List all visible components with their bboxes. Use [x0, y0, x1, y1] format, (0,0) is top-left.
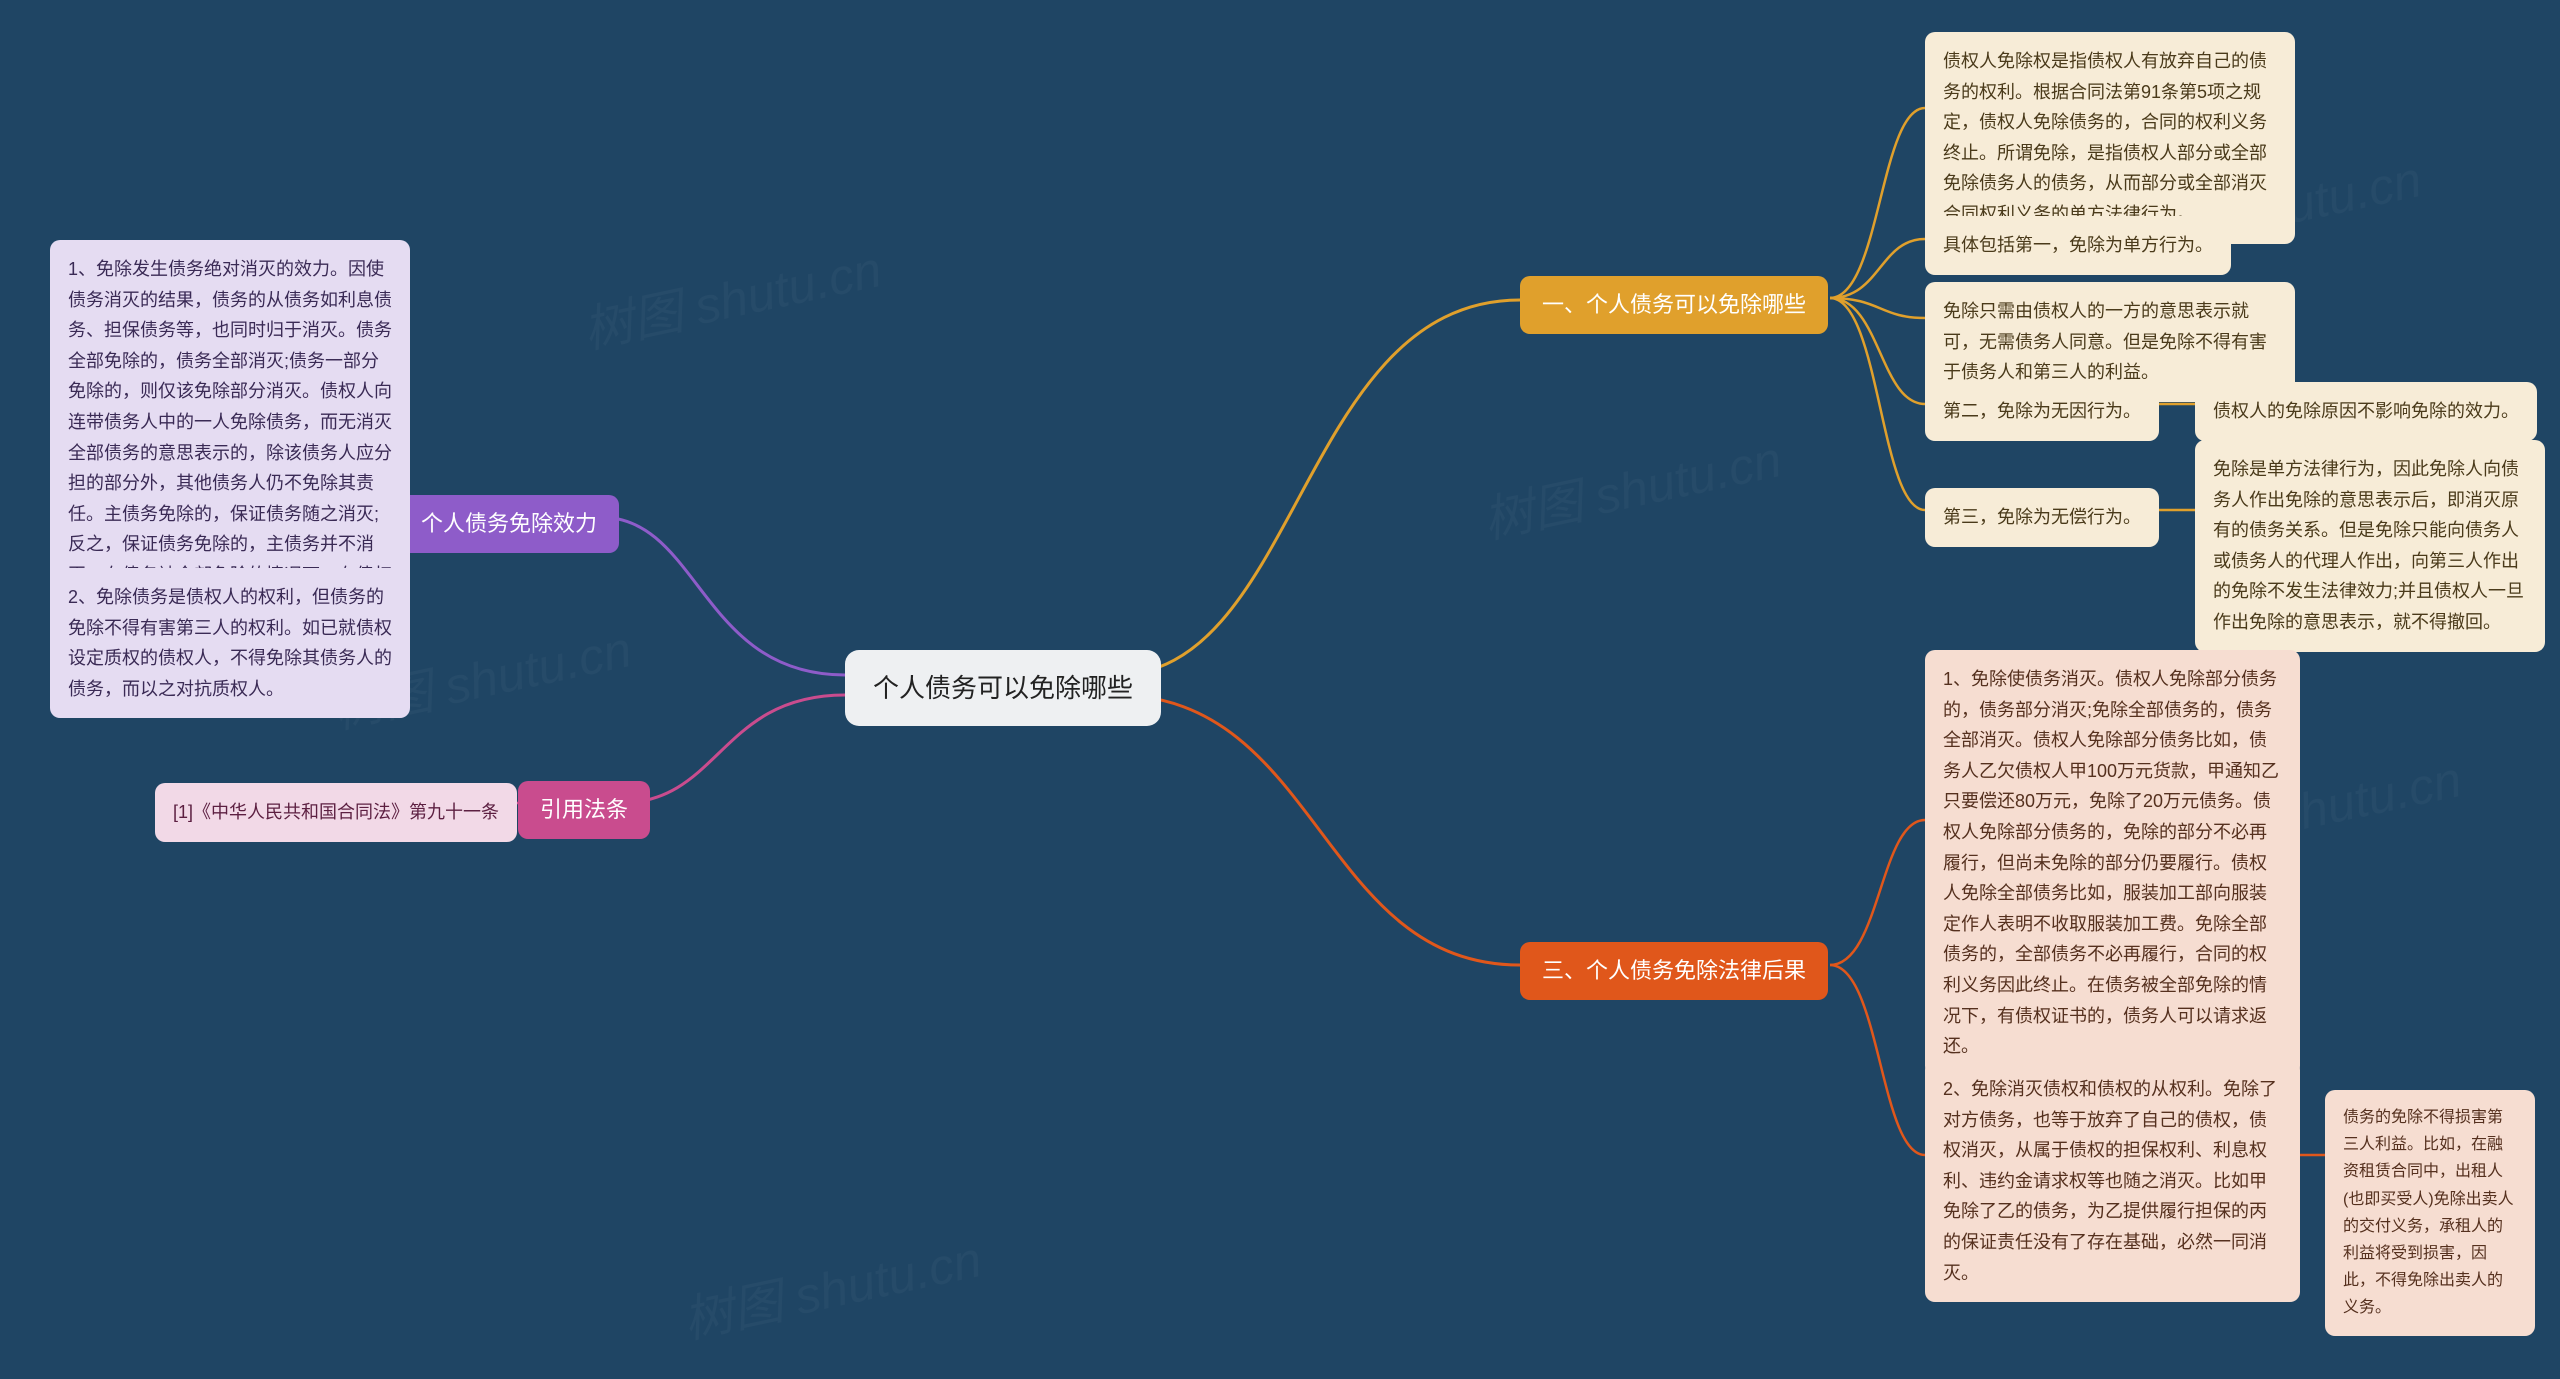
watermark: 树图 shutu.cn	[576, 229, 887, 362]
branch-3-leaf-2[interactable]: 2、免除消灭债权和债权的从权利。免除了对方债务，也等于放弃了自己的债权，债权消灭…	[1925, 1060, 2300, 1302]
leaf-text: 第二，免除为无因行为。	[1943, 401, 2141, 421]
leaf-text: [1]《中华人民共和国合同法》第九十一条	[173, 802, 499, 822]
branch-1-leaf-1[interactable]: 债权人免除权是指债权人有放弃自己的债务的权利。根据合同法第91条第5项之规定，债…	[1925, 32, 2295, 244]
branch-1-leaf-2[interactable]: 具体包括第一，免除为单方行为。	[1925, 216, 2231, 275]
branch-4-leaf-1[interactable]: [1]《中华人民共和国合同法》第九十一条	[155, 783, 517, 842]
branch-1-leaf-5[interactable]: 第三，免除为无偿行为。	[1925, 488, 2159, 547]
leaf-text: 2、免除债务是债权人的权利，但债务的免除不得有害第三人的权利。如已就债权设定质权…	[68, 587, 392, 699]
root-node[interactable]: 个人债务可以免除哪些	[845, 650, 1161, 726]
branch-3-leaf-2a[interactable]: 债务的免除不得损害第三人利益。比如，在融资租赁合同中，出租人(也即买受人)免除出…	[2325, 1090, 2535, 1336]
branch-3-label: 三、个人债务免除法律后果	[1542, 958, 1806, 983]
leaf-text: 1、免除发生债务绝对消灭的效力。因使债务消灭的结果，债务的从债务如利息债务、担保…	[68, 259, 392, 616]
leaf-text: 债权人的免除原因不影响免除的效力。	[2213, 401, 2519, 421]
leaf-text: 2、免除消灭债权和债权的从权利。免除了对方债务，也等于放弃了自己的债权，债权消灭…	[1943, 1079, 2277, 1283]
branch-4-label: 引用法条	[540, 797, 628, 822]
leaf-text: 具体包括第一，免除为单方行为。	[1943, 235, 2213, 255]
leaf-text: 债务的免除不得损害第三人利益。比如，在融资租赁合同中，出租人(也即买受人)免除出…	[2343, 1109, 2514, 1316]
leaf-text: 免除只需由债权人的一方的意思表示就可，无需债务人同意。但是免除不得有害于债务人和…	[1943, 301, 2267, 382]
branch-1-leaf-4a[interactable]: 债权人的免除原因不影响免除的效力。	[2195, 382, 2537, 441]
branch-3-leaf-1[interactable]: 1、免除使债务消灭。债权人免除部分债务的，债务部分消灭;免除全部债务的，债务全部…	[1925, 650, 2300, 1076]
leaf-text: 免除是单方法律行为，因此免除人向债务人作出免除的意思表示后，即消灭原有的债务关系…	[2213, 459, 2524, 632]
leaf-text: 1、免除使债务消灭。债权人免除部分债务的，债务部分消灭;免除全部债务的，债务全部…	[1943, 669, 2279, 1056]
watermark: 树图 shutu.cn	[676, 1219, 987, 1352]
branch-1-leaf-5a[interactable]: 免除是单方法律行为，因此免除人向债务人作出免除的意思表示后，即消灭原有的债务关系…	[2195, 440, 2545, 652]
watermark: 树图 shutu.cn	[1476, 419, 1787, 552]
branch-1-label: 一、个人债务可以免除哪些	[1542, 292, 1806, 317]
branch-4[interactable]: 引用法条	[518, 781, 650, 839]
branch-1[interactable]: 一、个人债务可以免除哪些	[1520, 276, 1828, 334]
branch-3[interactable]: 三、个人债务免除法律后果	[1520, 942, 1828, 1000]
leaf-text: 债权人免除权是指债权人有放弃自己的债务的权利。根据合同法第91条第5项之规定，债…	[1943, 51, 2267, 224]
branch-1-leaf-4[interactable]: 第二，免除为无因行为。	[1925, 382, 2159, 441]
branch-2-label: 二、个人债务免除效力	[377, 511, 597, 536]
root-label: 个人债务可以免除哪些	[873, 673, 1133, 703]
branch-2-leaf-2[interactable]: 2、免除债务是债权人的权利，但债务的免除不得有害第三人的权利。如已就债权设定质权…	[50, 568, 410, 718]
leaf-text: 第三，免除为无偿行为。	[1943, 507, 2141, 527]
